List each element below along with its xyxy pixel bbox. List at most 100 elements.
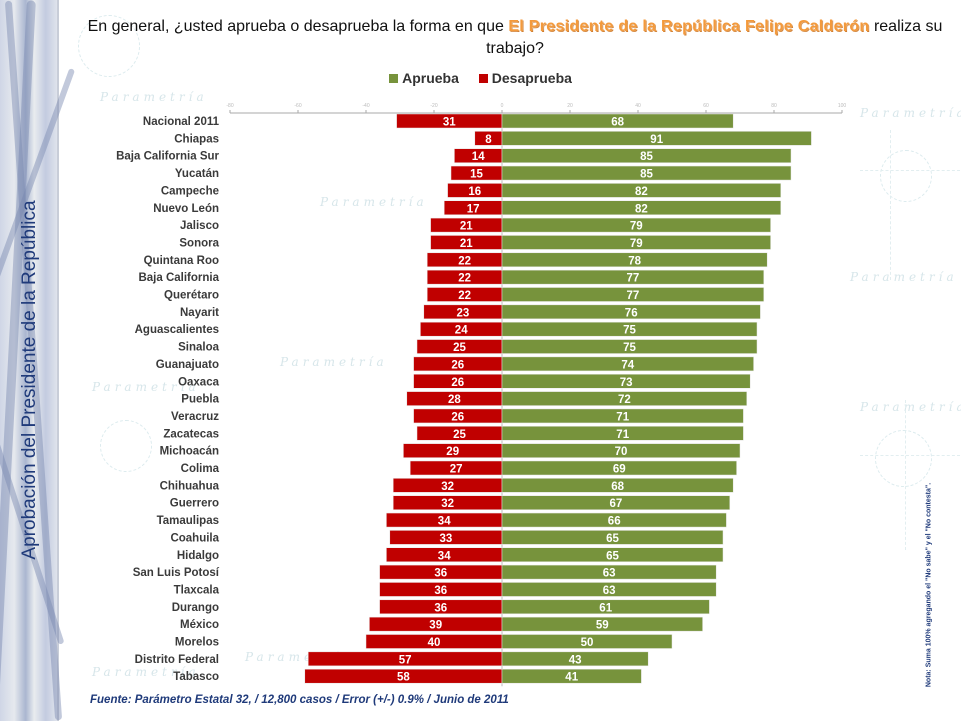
bar-aprueba (501, 269, 765, 285)
data-label-desaprueba: 24 (455, 325, 468, 337)
data-label-desaprueba: 28 (448, 394, 461, 406)
category-label: Baja California Sur (116, 151, 219, 163)
bar-aprueba (501, 443, 741, 458)
category-label: Campeche (161, 185, 219, 197)
x-tick-label: 0 (501, 103, 504, 109)
bar-aprueba (501, 495, 731, 510)
data-label-aprueba: 70 (615, 446, 628, 458)
data-label-desaprueba: 36 (434, 568, 447, 580)
data-label-aprueba: 85 (640, 151, 653, 163)
data-label-aprueba: 63 (603, 585, 616, 597)
category-label: Guanajuato (156, 359, 219, 371)
category-label: Chihuahua (160, 480, 220, 492)
legend-swatch-desaprueba (478, 74, 488, 83)
bar-aprueba (501, 131, 812, 146)
data-label-aprueba: 66 (608, 516, 621, 528)
data-label-desaprueba: 21 (460, 238, 473, 250)
watermark-text: Parametría (92, 380, 200, 394)
category-label: Durango (172, 602, 219, 614)
category-label: Michoacán (160, 446, 219, 458)
data-label-aprueba: 79 (630, 221, 643, 233)
x-tick-label: 80 (771, 103, 777, 109)
x-tick-label: -60 (294, 103, 301, 109)
bar-aprueba (501, 478, 734, 493)
data-label-aprueba: 85 (640, 169, 653, 181)
data-label-aprueba: 61 (599, 602, 612, 614)
data-label-aprueba: 74 (621, 359, 634, 371)
category-label: San Luis Potosí (133, 567, 220, 579)
bar-aprueba (501, 200, 782, 215)
watermark-text: Parametría (280, 355, 388, 369)
bar-aprueba (501, 321, 758, 337)
category-label: Chiapas (174, 133, 219, 145)
data-label-desaprueba: 27 (450, 464, 463, 476)
bar-aprueba (501, 148, 792, 163)
source-footnote: Fuente: Parámetro Estatal 32, / 12,800 c… (90, 694, 509, 706)
data-label-aprueba: 67 (610, 498, 623, 510)
data-label-desaprueba: 26 (451, 359, 464, 371)
data-label-aprueba: 71 (616, 411, 629, 423)
data-label-aprueba: 82 (635, 186, 648, 198)
data-label-desaprueba: 39 (429, 620, 442, 632)
x-tick-label: 60 (703, 103, 709, 109)
bar-aprueba (501, 165, 792, 181)
data-label-aprueba: 59 (596, 620, 609, 632)
category-label: Querétaro (164, 290, 219, 302)
category-label: Tabasco (173, 671, 219, 683)
data-label-desaprueba: 31 (443, 117, 456, 129)
bar-aprueba (501, 252, 768, 268)
bar-aprueba (501, 217, 771, 233)
category-label: México (180, 619, 219, 631)
data-label-desaprueba: 40 (428, 637, 441, 649)
category-label: Morelos (175, 637, 219, 649)
legend-item-aprueba: Aprueba (389, 70, 459, 86)
bar-aprueba (501, 582, 717, 597)
bar-aprueba (501, 113, 734, 129)
bar-aprueba (501, 408, 744, 424)
data-label-desaprueba: 22 (458, 255, 471, 267)
category-label: Baja California (138, 272, 219, 284)
data-label-desaprueba: 22 (458, 273, 471, 285)
question-highlight: El Presidente de la República Felipe Cal… (508, 18, 870, 35)
data-label-aprueba: 43 (569, 654, 582, 666)
bar-aprueba (501, 564, 717, 580)
bar-aprueba (501, 512, 727, 528)
data-label-aprueba: 76 (625, 307, 638, 319)
chart-title: En general, ¿usted aprueba o desaprueba … (80, 16, 950, 60)
watermark-text: Parametría (320, 195, 428, 209)
data-label-aprueba: 77 (627, 273, 640, 285)
bar-aprueba (501, 339, 758, 354)
legend-swatch-aprueba (389, 74, 399, 83)
bar-aprueba (501, 547, 724, 562)
legend-label-aprueba: Aprueba (402, 70, 459, 86)
data-label-desaprueba: 14 (472, 151, 485, 163)
data-label-desaprueba: 36 (434, 585, 447, 597)
legend-item-desaprueba: Desaprueba (478, 70, 572, 86)
data-label-aprueba: 71 (616, 429, 629, 441)
data-label-desaprueba: 36 (434, 602, 447, 614)
data-label-desaprueba: 25 (453, 342, 466, 354)
data-label-aprueba: 82 (635, 203, 648, 215)
data-label-desaprueba: 16 (468, 186, 481, 198)
question-prefix: En general, ¿usted aprueba o desaprueba … (87, 18, 504, 35)
bar-aprueba (501, 304, 761, 320)
category-label: Oaxaca (178, 376, 220, 388)
data-label-aprueba: 75 (623, 325, 636, 337)
category-label: Aguascalientes (135, 324, 219, 336)
data-label-desaprueba: 32 (441, 498, 454, 510)
category-label: Sonora (179, 237, 219, 249)
data-label-aprueba: 77 (627, 290, 640, 302)
data-label-aprueba: 75 (623, 342, 636, 354)
data-label-aprueba: 68 (611, 117, 624, 129)
data-label-desaprueba: 34 (438, 516, 451, 528)
bar-aprueba (501, 356, 754, 372)
data-label-aprueba: 69 (613, 464, 626, 476)
bar-aprueba (501, 634, 673, 649)
category-label: Zacatecas (163, 428, 219, 440)
data-label-aprueba: 73 (620, 377, 633, 389)
category-label: Nuevo León (153, 203, 219, 215)
data-label-aprueba: 68 (611, 481, 624, 493)
data-label-aprueba: 63 (603, 568, 616, 580)
bar-aprueba (501, 391, 748, 406)
